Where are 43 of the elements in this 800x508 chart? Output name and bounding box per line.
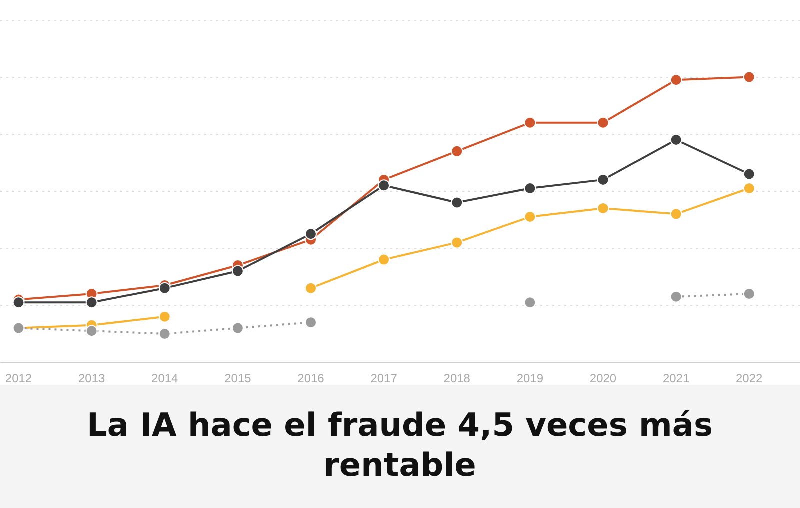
point: [743, 168, 756, 180]
point: [743, 182, 756, 194]
point: [158, 282, 171, 294]
point: [524, 182, 536, 194]
point: [86, 325, 98, 338]
point: [524, 211, 536, 224]
x-tick-label: 2016: [298, 372, 325, 386]
x-tick-label: 2017: [370, 372, 398, 386]
point: [670, 208, 682, 220]
point: [451, 236, 464, 249]
point: [743, 288, 756, 300]
point: [232, 265, 244, 278]
point: [12, 296, 25, 309]
x-tick-label: 2021: [662, 372, 690, 386]
point: [524, 116, 536, 129]
point: [305, 316, 317, 329]
point: [524, 296, 536, 309]
point: [743, 71, 756, 84]
x-tick-label: 2013: [78, 372, 106, 386]
point: [305, 228, 317, 240]
point: [670, 74, 682, 86]
x-tick-label: 2012: [5, 372, 32, 386]
point: [451, 145, 464, 158]
point: [597, 174, 610, 186]
point: [232, 322, 244, 334]
point: [451, 196, 464, 209]
x-tick-label: 2019: [516, 372, 544, 386]
point: [670, 290, 682, 303]
x-tick-label: 2020: [590, 372, 617, 386]
x-tick-label: 2014: [152, 372, 179, 386]
x-tick-label: 2018: [444, 372, 471, 386]
point: [86, 296, 98, 309]
point: [305, 282, 317, 294]
point: [378, 180, 390, 192]
x-tick-label: 2015: [224, 372, 252, 386]
point: [378, 254, 390, 266]
text: La IA hace el fraude 4,5 veces más rentable: [0, 385, 800, 508]
point: [597, 202, 610, 214]
point: [597, 116, 610, 129]
point: [158, 328, 171, 340]
point: [670, 134, 682, 146]
point: [158, 310, 171, 323]
x-tick-label: 2022: [736, 372, 764, 386]
